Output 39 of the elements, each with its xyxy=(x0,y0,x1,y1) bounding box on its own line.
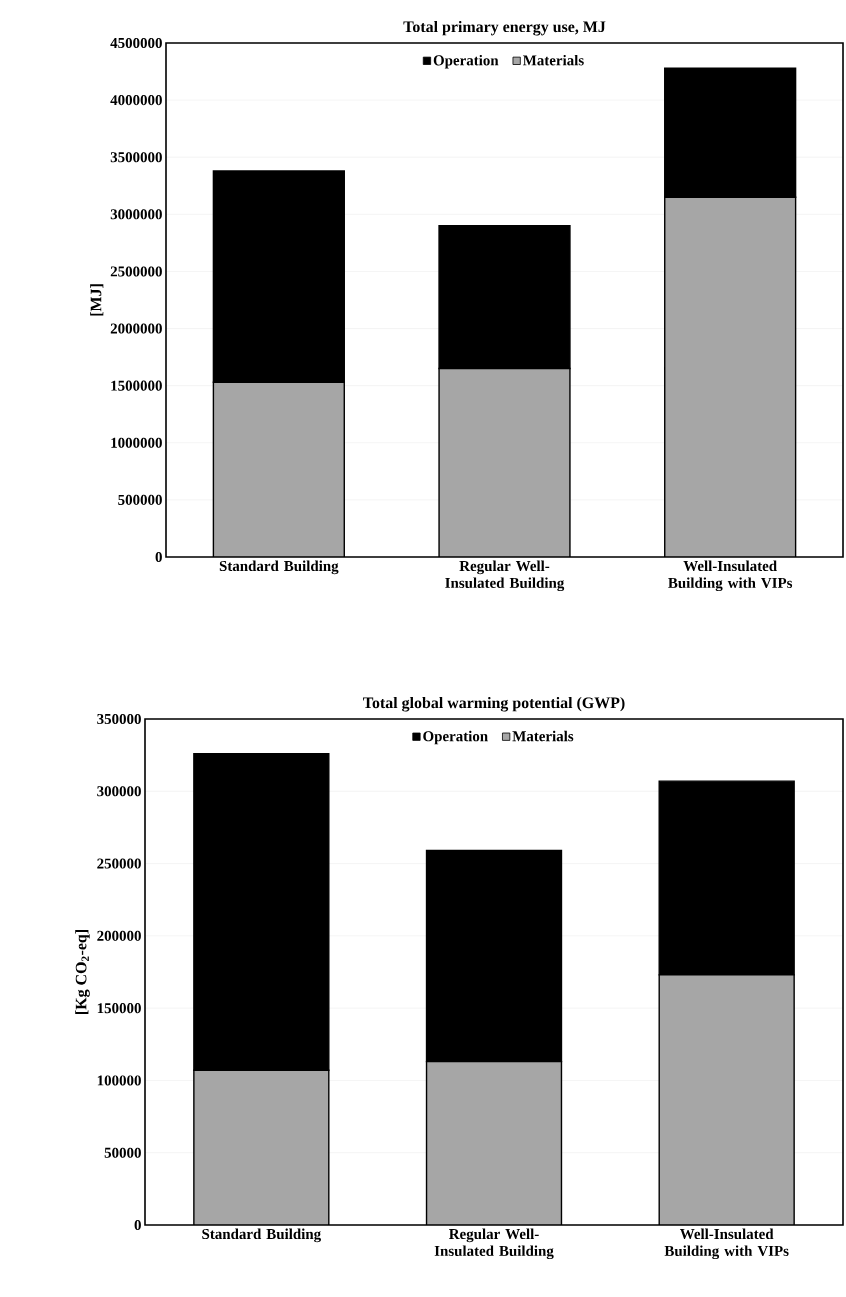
y-tick-label: 300000 xyxy=(97,786,141,797)
x-tick-label: Regular Well-Insulated Building xyxy=(445,560,565,592)
x-tick-label: Standard Building xyxy=(219,560,339,575)
y-tick-label: 150000 xyxy=(97,1003,141,1014)
y-tick-label: 0 xyxy=(134,1219,141,1231)
y-tick-label: 1500000 xyxy=(111,380,162,391)
y-tick-label: 0 xyxy=(155,551,162,563)
y-axis-title: [MJ] xyxy=(90,284,104,316)
legend-label: Materials xyxy=(522,54,584,66)
bar xyxy=(193,1069,330,1225)
x-tick-label: Well-Insulated Building with VIPs xyxy=(664,1228,789,1260)
legend-label: Operation xyxy=(433,54,499,69)
bar xyxy=(438,367,571,557)
x-tick-label: Standard Building xyxy=(202,1228,321,1243)
y-tick-label: 3500000 xyxy=(110,152,162,163)
y-tick-label: 3000000 xyxy=(110,209,162,220)
legend-label: Operation xyxy=(423,730,488,745)
bar xyxy=(438,225,571,370)
y-tick-label: 350000 xyxy=(97,713,141,725)
bar xyxy=(212,381,345,557)
bar xyxy=(425,1060,563,1225)
chart-title: Total primary energy use, MJ xyxy=(403,20,606,36)
bar xyxy=(658,974,795,1225)
y-tick-label: 50000 xyxy=(104,1147,141,1158)
y-tick-label: 200000 xyxy=(97,930,141,941)
x-tick-label: Regular Well-Insulated Building xyxy=(434,1228,554,1260)
chart-title: Total global warming potential (GWP) xyxy=(363,696,625,712)
bar xyxy=(664,196,797,557)
y-tick-label: 4000000 xyxy=(110,95,162,106)
y-tick-label: 250000 xyxy=(97,858,141,869)
y-axis-title: [Kg CO$_{2}$-eq] xyxy=(75,930,90,1014)
y-tick-label: 2500000 xyxy=(110,266,162,277)
legend-label: Materials xyxy=(512,730,574,742)
y-tick-label: 500000 xyxy=(118,494,162,505)
y-tick-label: 1000000 xyxy=(111,437,162,448)
y-tick-label: 100000 xyxy=(97,1075,141,1086)
x-tick-label: Well-Insulated Building with VIPs xyxy=(668,560,793,592)
y-tick-label: 2000000 xyxy=(110,323,162,334)
y-tick-label: 4500000 xyxy=(110,37,162,49)
